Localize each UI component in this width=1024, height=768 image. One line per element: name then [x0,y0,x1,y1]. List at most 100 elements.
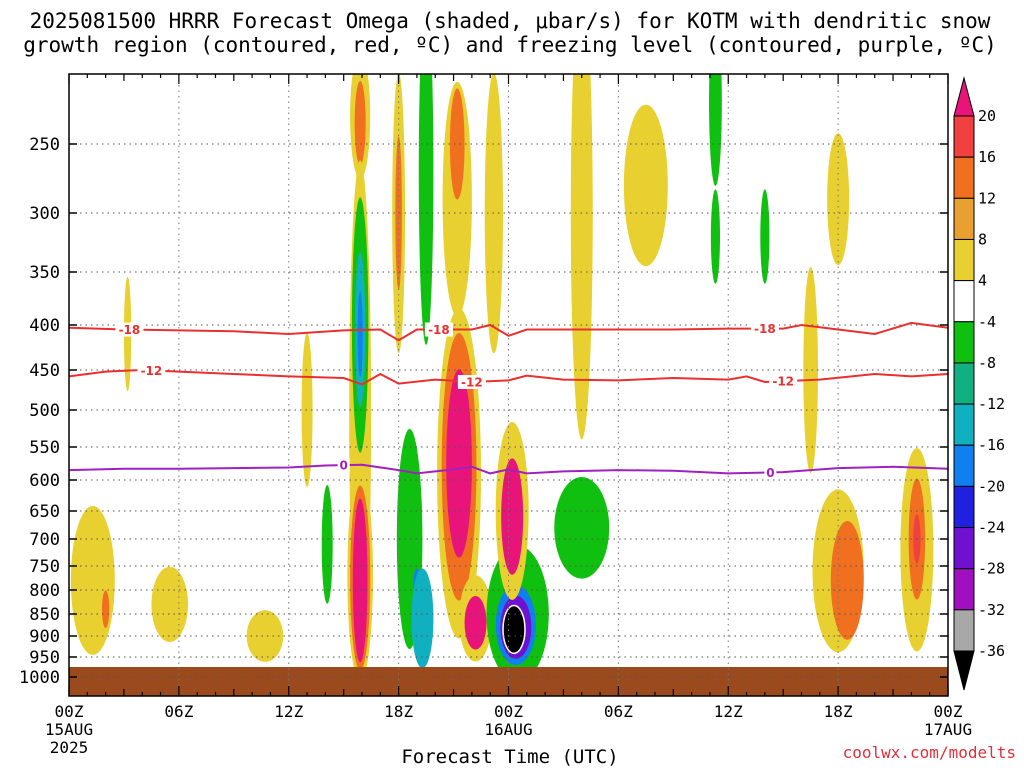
colorbar-label: -12 [978,395,1005,413]
colorbar-label: -20 [978,477,1005,495]
contour-label-bg [115,322,144,337]
colorbar-label: 8 [978,230,987,248]
omega-region-orange [449,88,465,200]
colorbar-segment [953,485,975,529]
colorbar-segment [953,321,975,364]
colorbar-label: 12 [978,189,996,207]
colorbar-label: -32 [978,601,1005,619]
omega-feature-group [70,74,934,683]
dgz-contour [68,321,949,342]
x-tick-label: 12Z [714,702,743,721]
x-tick-date-label: 17AUG [924,720,972,739]
contour-label: -12 [461,376,483,390]
contour-label-bg [457,375,486,389]
contour-label-bg [769,374,798,389]
omega-region-green [710,189,721,284]
temperature-contours: -18 -18 -18 -12 -12 -12 0 0 [68,321,949,480]
y-tick-label: 950 [29,648,60,668]
colorbar-bottom-arrow [953,650,975,691]
colorbar-segment [953,403,975,446]
colorbar-segment [953,568,975,611]
chart-title-line1: 2025081500 HRRR Forecast Omega (shaded, … [30,9,991,33]
omega-region-magenta [464,596,487,650]
colorbar-label: -8 [978,354,996,372]
x-tick-label: 00Z [934,702,963,721]
x-tick-date-label: 15AUG [45,720,93,739]
contour-label: 0 [340,459,348,473]
y-tick-label: 450 [29,361,60,381]
omega-region-green [554,477,610,579]
omega-region-yellow [151,566,189,643]
y-tick-label: 500 [29,401,60,421]
omega-region-orange [101,590,110,628]
contour-label: -12 [772,375,794,389]
gridlines [69,74,948,696]
contour-label-bg [764,465,777,480]
x-tick-label: 12Z [274,702,303,721]
omega-region-yellow [827,133,850,266]
colorbar-label: -4 [978,313,996,331]
x-tick-label: 06Z [164,702,193,721]
contour-label: 0 [766,466,774,480]
colorbar-segment [953,115,975,158]
omega-region-green [418,74,434,345]
colorbar-label: 16 [978,148,996,166]
chart-title-line2: growth region (contoured, red, ºC) and f… [23,33,997,57]
omega-region-yellow [70,505,115,655]
credit-link[interactable]: coolwx.com/modelts [843,743,1016,762]
x-axis-label: Forecast Time (UTC) [401,746,618,768]
y-tick-label: 550 [29,438,60,458]
colorbar-label: 4 [978,272,987,290]
omega-region-green [709,74,722,186]
colorbar-label: -24 [978,519,1005,537]
colorbar-label: -28 [978,560,1005,578]
y-tick-label: 1000 [19,668,60,688]
omega-region-magenta [446,369,472,558]
y-tick-label: 750 [29,557,60,577]
y-tick-label: 350 [29,263,60,283]
colorbar-segment [953,362,975,405]
colorbar-segment [953,444,975,487]
contour-label-bg [137,363,166,378]
freezing-level-contour [68,463,949,475]
x-tick-year-label: 2025 [50,738,89,757]
y-tick-label: 300 [29,204,60,224]
omega-region-magenta [352,498,368,663]
colorbar-segment [953,609,975,652]
contour-label-bg [424,322,453,337]
colorbar: 20 16 12 8 4 -4 -8 -12 -16 -20 -24 -28 -32 -36 [953,76,1005,691]
x-tick-label: 00Z [494,702,523,721]
omega-region-teal [411,568,434,669]
omega-region-yellow [246,610,284,662]
contour-label: -12 [141,364,163,378]
y-tick-label: 600 [29,471,60,491]
omega-region-yellow [570,74,593,440]
colorbar-label: 20 [978,107,996,125]
omega-region-orange [830,521,864,640]
y-tick-label: 650 [29,502,60,522]
x-tick-date-label: 16AUG [484,720,532,739]
y-tick-label: 400 [29,316,60,336]
omega-region-yellow [623,104,668,267]
omega-region-blue [357,291,363,377]
omega-region-green [321,485,333,604]
y-tick-label: 850 [29,605,60,625]
contour-label-bg [750,321,779,336]
colorbar-label: -16 [978,436,1005,454]
x-tick-label: 18Z [824,702,853,721]
colorbar-segment [953,238,975,282]
y-tick-label: 800 [29,581,60,601]
omega-region-orange [354,81,366,165]
contour-label: -18 [428,323,450,337]
contour-label-bg [337,458,350,473]
omega-region-yellow [803,267,818,473]
pressure-axis: 2503003504004505005506006507007508008509… [19,135,948,688]
x-tick-label: 00Z [55,702,84,721]
colorbar-segment [953,280,975,323]
omega-region-yellow [301,333,313,487]
y-tick-label: 700 [29,530,60,550]
x-tick-label: 06Z [604,702,633,721]
x-tick-label: 18Z [384,702,413,721]
